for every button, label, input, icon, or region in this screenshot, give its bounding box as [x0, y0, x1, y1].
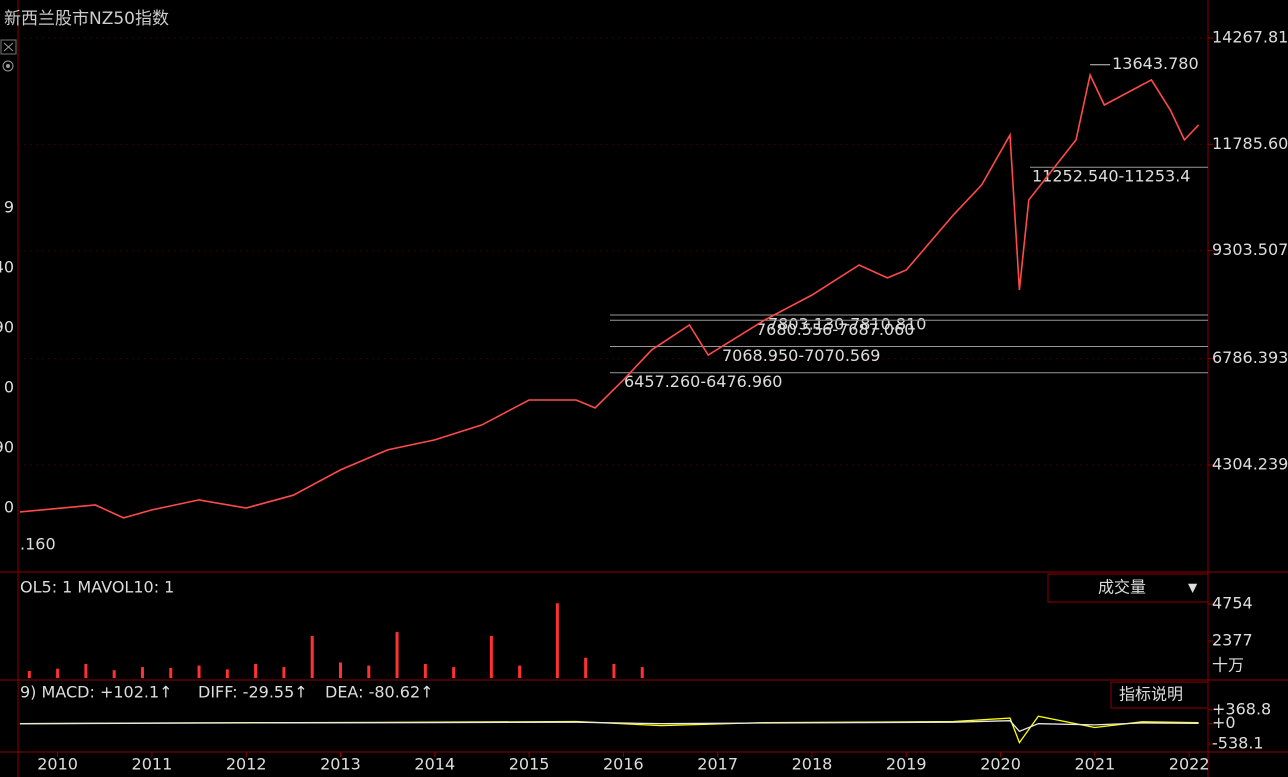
volume-bar [452, 667, 456, 678]
low-label: .160 [20, 535, 56, 554]
volume-button[interactable]: 成交量 [1098, 578, 1146, 597]
macd-legend: DIFF: -29.55↑ [198, 683, 308, 702]
indicator-button-box[interactable] [1110, 681, 1209, 709]
volume-legend: OL5: 1 MAVOL10: 1 [20, 578, 174, 597]
left-axis-label: 90 [0, 438, 14, 457]
y-tick-label: 14267.81 [1212, 27, 1288, 46]
x-tick-label: 2017 [697, 755, 738, 774]
y-tick-label: 6786.393 [1212, 348, 1288, 367]
volume-bar [169, 667, 173, 678]
volume-bar [84, 663, 88, 678]
y-tick-label: 2377 [1212, 630, 1253, 649]
x-tick-label: 2012 [226, 755, 267, 774]
x-tick-label: 2020 [980, 755, 1021, 774]
volume-bar [338, 662, 342, 678]
settings-icon[interactable] [2, 60, 14, 72]
y-tick-label: +368.8 [1212, 699, 1271, 718]
close-icon[interactable] [0, 39, 17, 55]
volume-bar [423, 663, 427, 678]
left-axis-label: 40 [0, 258, 14, 277]
dropdown-arrow[interactable]: ▼ [1188, 581, 1198, 595]
left-axis-label: 0 [4, 378, 14, 397]
x-tick-label: 2021 [1074, 755, 1115, 774]
y-tick-label: 4304.239 [1212, 454, 1288, 473]
volume-bar [27, 670, 31, 678]
x-tick-label: 2022 [1169, 755, 1210, 774]
volume-bar [254, 663, 258, 678]
x-tick-label: 2015 [509, 755, 550, 774]
x-tick-label: 2016 [603, 755, 644, 774]
level-label: 7803.130-7810.810 [768, 315, 926, 334]
volume-bar [367, 665, 371, 678]
left-axis-label: 90 [0, 318, 14, 337]
volume-bar [282, 667, 286, 678]
x-tick-label: 2019 [886, 755, 927, 774]
chart-title: 新西兰股市NZ50指数 [4, 9, 169, 29]
level-label: 7680.556-7687.060 [756, 320, 914, 339]
macd-legend: 9) MACD: +102.1↑ [20, 683, 173, 702]
indicator-button[interactable]: 指标说明 [1119, 685, 1183, 704]
y-tick-label: 11785.60 [1212, 134, 1288, 153]
volume-bar [197, 665, 201, 678]
volume-bar [518, 665, 522, 678]
y-tick-label: 9303.507 [1212, 240, 1288, 259]
series-line [19, 72, 1200, 519]
volume-bar [225, 669, 229, 678]
high-label: 13643.780 [1112, 54, 1199, 73]
volume-bar [612, 663, 616, 678]
macd-legend: DEA: -80.62↑ [325, 683, 434, 702]
x-tick-label: 2013 [320, 755, 361, 774]
volume-bar [640, 667, 644, 678]
left-axis-label: 9 [4, 198, 14, 217]
x-tick-label: 2014 [414, 755, 455, 774]
y-tick-label: +0 [1212, 713, 1236, 732]
level-label: 7068.950-7070.569 [722, 346, 880, 365]
x-tick-label: 2011 [132, 755, 173, 774]
volume-bar [56, 668, 60, 678]
volume-bar [310, 635, 314, 678]
volume-selector[interactable] [1047, 573, 1209, 603]
x-tick-label: 2018 [792, 755, 833, 774]
x-tick-label: 2010 [37, 755, 78, 774]
level-label: 6457.260-6476.960 [624, 372, 782, 391]
level-label: 11252.540-11253.4 [1032, 167, 1190, 186]
unit-label: 十万 [1212, 656, 1244, 675]
y-tick-label: 4754 [1212, 593, 1253, 612]
series-line [19, 720, 1199, 733]
volume-bar [489, 635, 493, 678]
y-tick-label: -538.1 [1212, 734, 1264, 753]
volume-bar [140, 667, 144, 678]
volume-bar [555, 603, 559, 678]
volume-bar [112, 670, 116, 678]
volume-bar [395, 632, 399, 678]
left-axis-label: 0 [4, 498, 14, 517]
volume-bar [584, 657, 588, 678]
